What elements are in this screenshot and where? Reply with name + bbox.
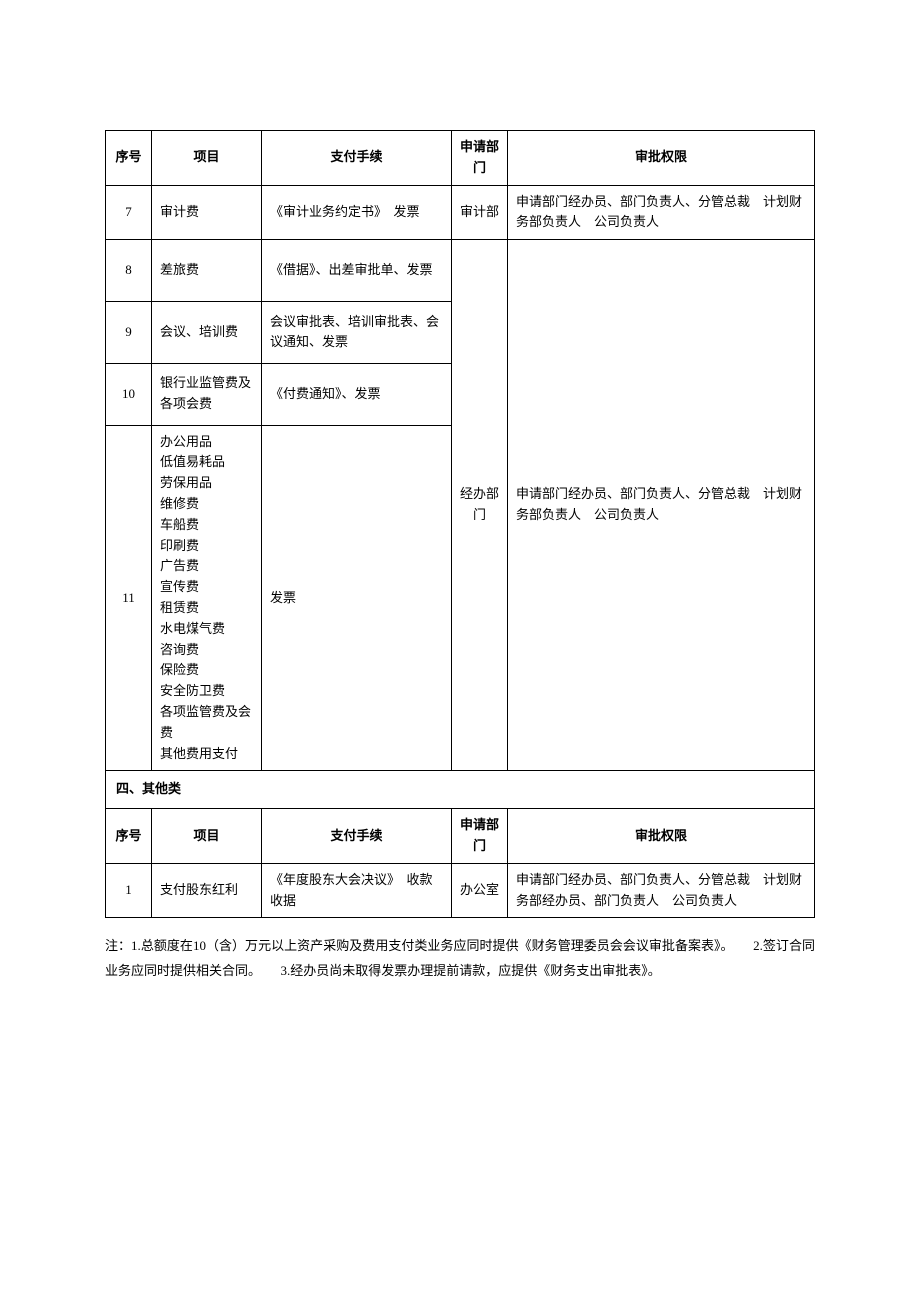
cell-seq: 11 — [106, 425, 152, 771]
cell-auth: 申请部门经办员、部门负责人、分管总裁 计划财务部负责人 公司负责人 — [508, 185, 815, 240]
header-proc: 支付手续 — [262, 809, 452, 864]
header-seq: 序号 — [106, 809, 152, 864]
header-dept: 申请部门 — [452, 809, 508, 864]
cell-proc: 会议审批表、培训审批表、会议通知、发票 — [262, 301, 452, 363]
cell-dept: 办公室 — [452, 863, 508, 918]
section-title: 四、其他类 — [106, 771, 815, 809]
item-line: 印刷费 — [160, 536, 253, 557]
section-header-row: 四、其他类 — [106, 771, 815, 809]
table-header-row: 序号 项目 支付手续 申请部门 审批权限 — [106, 131, 815, 186]
item-line: 办公用品 — [160, 432, 253, 453]
header-proc: 支付手续 — [262, 131, 452, 186]
cell-proc: 发票 — [262, 425, 452, 771]
cell-dept-merged: 经办部门 — [452, 240, 508, 771]
item-line: 水电煤气费 — [160, 619, 253, 640]
header-seq: 序号 — [106, 131, 152, 186]
table-row: 7 审计费 《审计业务约定书》 发票 审计部 申请部门经办员、部门负责人、分管总… — [106, 185, 815, 240]
cell-proc: 《年度股东大会决议》 收款收据 — [262, 863, 452, 918]
item-line: 安全防卫费 — [160, 681, 253, 702]
cell-auth: 申请部门经办员、部门负责人、分管总裁 计划财务部经办员、部门负责人 公司负责人 — [508, 863, 815, 918]
item-line: 广告费 — [160, 556, 253, 577]
item-line: 其他费用支付 — [160, 744, 253, 765]
item-line: 维修费 — [160, 494, 253, 515]
cell-seq: 7 — [106, 185, 152, 240]
cell-auth-merged: 申请部门经办员、部门负责人、分管总裁 计划财务部负责人 公司负责人 — [508, 240, 815, 771]
table-row: 1 支付股东红利 《年度股东大会决议》 收款收据 办公室 申请部门经办员、部门负… — [106, 863, 815, 918]
header-auth: 审批权限 — [508, 809, 815, 864]
header-dept: 申请部门 — [452, 131, 508, 186]
item-line: 宣传费 — [160, 577, 253, 598]
item-line: 车船费 — [160, 515, 253, 536]
item-line: 低值易耗品 — [160, 452, 253, 473]
item-line: 咨询费 — [160, 640, 253, 661]
cell-seq: 1 — [106, 863, 152, 918]
header-item: 项目 — [152, 809, 262, 864]
cell-item-multi: 办公用品 低值易耗品 劳保用品 维修费 车船费 印刷费 广告费 宣传费 租赁费 … — [152, 425, 262, 771]
expense-table: 序号 项目 支付手续 申请部门 审批权限 7 审计费 《审计业务约定书》 发票 … — [105, 130, 815, 918]
cell-dept: 审计部 — [452, 185, 508, 240]
table-header-row: 序号 项目 支付手续 申请部门 审批权限 — [106, 809, 815, 864]
cell-seq: 8 — [106, 240, 152, 302]
cell-seq: 9 — [106, 301, 152, 363]
cell-item: 银行业监管费及各项会费 — [152, 363, 262, 425]
cell-item: 支付股东红利 — [152, 863, 262, 918]
header-auth: 审批权限 — [508, 131, 815, 186]
item-line: 各项监管费及会费 — [160, 702, 253, 744]
cell-proc: 《审计业务约定书》 发票 — [262, 185, 452, 240]
cell-seq: 10 — [106, 363, 152, 425]
footnote: 注：1.总额度在10（含）万元以上资产采购及费用支付类业务应同时提供《财务管理委… — [105, 934, 815, 983]
item-line: 保险费 — [160, 660, 253, 681]
cell-item: 差旅费 — [152, 240, 262, 302]
header-item: 项目 — [152, 131, 262, 186]
item-line: 租赁费 — [160, 598, 253, 619]
cell-item: 审计费 — [152, 185, 262, 240]
cell-item: 会议、培训费 — [152, 301, 262, 363]
cell-proc: 《付费通知》、发票 — [262, 363, 452, 425]
item-line: 劳保用品 — [160, 473, 253, 494]
cell-proc: 《借据》、出差审批单、发票 — [262, 240, 452, 302]
table-row: 8 差旅费 《借据》、出差审批单、发票 经办部门 申请部门经办员、部门负责人、分… — [106, 240, 815, 302]
